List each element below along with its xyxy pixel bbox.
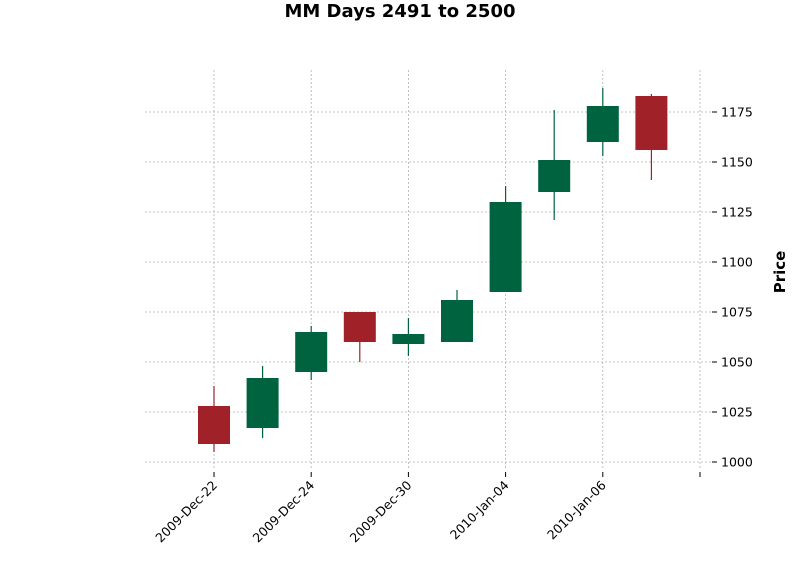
x-tick-label: 2009-Dec-22 (152, 478, 220, 546)
y-axis-label: Price (771, 251, 789, 294)
y-tick-label: 1000 (721, 455, 753, 470)
candle-body (295, 332, 328, 372)
y-tick-label: 1125 (721, 205, 753, 220)
candle-body (343, 312, 376, 342)
y-tick-label: 1025 (721, 405, 753, 420)
x-tick-label: 2010-Jan-04 (447, 477, 512, 542)
y-tick-label: 1050 (721, 355, 753, 370)
y-tick-label: 1150 (721, 155, 753, 170)
candle-body (489, 202, 522, 292)
candle-down (198, 386, 230, 452)
candle-up (295, 326, 328, 380)
candle-layer (198, 88, 668, 452)
chart-title: MM Days 2491 to 2500 (284, 1, 516, 22)
x-tick-label: 2009-Dec-30 (347, 477, 415, 545)
candle-up (441, 290, 473, 342)
candle-up (586, 88, 619, 156)
candle-body (586, 106, 619, 142)
candle-body (635, 96, 668, 150)
candle-body (246, 378, 279, 428)
y-tick-label: 1100 (721, 255, 753, 270)
candle-body (198, 406, 230, 444)
candle-body (441, 300, 473, 342)
candle-body (392, 334, 425, 344)
grid-layer (145, 70, 712, 470)
candle-up (538, 110, 571, 220)
candle-up (392, 318, 425, 356)
candle-down (343, 312, 376, 362)
candle-down (635, 94, 668, 180)
candle-body (538, 160, 571, 192)
y-tick-label: 1075 (721, 305, 753, 320)
y-tick-label: 1175 (721, 105, 753, 120)
candle-up (246, 366, 279, 438)
candle-up (489, 186, 522, 292)
x-tick-label: 2010-Jan-06 (544, 477, 609, 542)
x-tick-label: 2009-Dec-24 (249, 477, 317, 545)
